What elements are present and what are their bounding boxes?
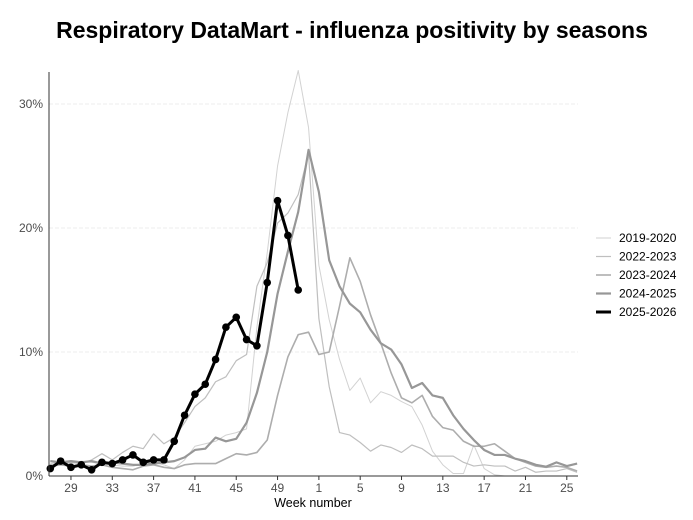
x-tick-label: 49 [271,481,285,495]
data-point-2025-2026 [129,451,137,459]
y-tick-label: 0% [26,469,44,483]
x-ticks: 29 33 37 41 45 49 1 5 9 13 17 21 25 [64,476,574,495]
data-point-2025-2026 [253,342,261,350]
y-tick-label: 20% [19,221,43,235]
data-point-2025-2026 [77,461,86,469]
x-axis-label: Week number [274,496,352,510]
x-tick-label: 9 [398,481,405,495]
data-point-2025-2026 [180,411,189,420]
y-tick-label: 30% [19,97,43,111]
y-tick-label: 10% [19,345,43,359]
data-point-2025-2026 [139,458,148,467]
legend: 2019-2020 2022-2023 2023-2024 2024-2025 2025… [596,231,677,319]
series-line-2023-2024 [50,256,578,472]
data-point-2025-2026 [149,456,158,464]
x-tick-label: 41 [188,481,202,495]
legend-label: 2025-2026 [619,305,677,319]
x-tick-label: 21 [519,481,533,495]
x-tick-label: 37 [147,481,161,495]
series-line-2019-2020 [50,70,578,477]
data-point-2025-2026 [67,463,75,472]
data-point-2025-2026 [160,456,168,464]
legend-label: 2023-2024 [619,268,677,282]
series-lines [46,70,578,477]
x-tick-label: 1 [316,481,323,495]
series-line-2025-2026 [49,199,300,472]
data-point-2025-2026 [211,355,220,364]
series-line-2024-2025 [50,148,578,468]
data-point-2025-2026 [201,380,210,389]
data-point-2025-2026 [170,437,179,446]
chart-title: Respiratory DataMart - influenza positiv… [56,17,648,43]
legend-label: 2024-2025 [619,287,677,301]
data-point-2025-2026 [108,459,117,468]
data-point-2025-2026 [263,278,272,287]
series-line-2022-2023 [50,153,578,473]
data-point-2025-2026 [222,323,230,332]
x-tick-label: 29 [64,481,78,495]
data-point-2025-2026 [98,458,106,467]
data-point-2025-2026 [232,313,241,322]
data-point-2025-2026 [294,286,303,294]
x-tick-label: 25 [560,481,574,495]
x-tick-label: 17 [477,481,491,495]
data-point-2025-2026 [87,466,96,474]
data-point-2025-2026 [46,464,55,473]
x-tick-label: 45 [230,481,244,495]
legend-label: 2022-2023 [619,250,677,264]
data-point-2025-2026 [56,457,65,465]
data-point-2025-2026 [242,335,251,344]
y-ticks: 0% 10% 20% 30% [19,97,43,483]
data-point-2025-2026 [191,390,199,398]
data-point-2025-2026 [118,456,127,464]
x-tick-label: 13 [436,481,450,495]
data-point-2025-2026 [284,231,292,240]
x-tick-label: 33 [106,481,120,495]
legend-label: 2019-2020 [619,231,677,245]
data-point-2025-2026 [273,196,282,205]
x-tick-label: 5 [357,481,364,495]
